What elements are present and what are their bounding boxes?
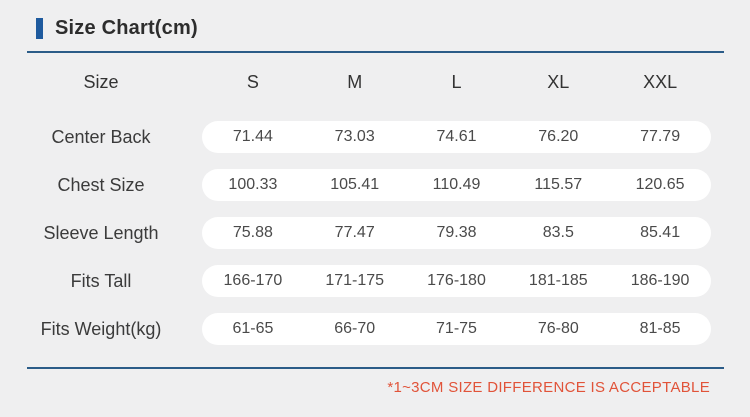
table-row: Fits Weight(kg) 61-65 66-70 71-75 76-80 … (0, 305, 711, 353)
row-values-pill: 166-170 171-175 176-180 181-185 186-190 (202, 265, 711, 297)
value-cell: 85.41 (640, 224, 681, 241)
table-row: Sleeve Length 75.88 77.47 79.38 83.5 85.… (0, 209, 711, 257)
value-cell: 71.44 (232, 128, 273, 145)
value-cell: 166-170 (223, 272, 283, 289)
header-values: S M L XL XXL (202, 62, 711, 102)
value-cell: 77.79 (640, 128, 681, 145)
value-cell: 120.65 (635, 176, 685, 193)
header-divider (27, 51, 724, 53)
section-header: Size Chart(cm) (36, 15, 198, 41)
value-cell: 73.03 (334, 128, 375, 145)
column-header-l: L (451, 72, 462, 92)
value-cell: 76-80 (537, 320, 579, 337)
row-values-pill: 71.44 73.03 74.61 76.20 77.79 (202, 121, 711, 153)
value-cell: 83.5 (542, 224, 574, 241)
row-label-fits-tall: Fits Tall (70, 270, 132, 291)
value-cell: 61-65 (232, 320, 274, 337)
value-cell: 115.57 (534, 176, 583, 193)
column-header-s: S (246, 72, 259, 92)
value-cell: 186-190 (630, 272, 690, 289)
column-header-size: Size (83, 72, 119, 92)
value-cell: 181-185 (528, 272, 588, 289)
value-cell: 105.41 (330, 176, 380, 193)
row-values-pill: 75.88 77.47 79.38 83.5 85.41 (202, 217, 711, 249)
row-label-chest-size: Chest Size (57, 174, 145, 195)
row-label-sleeve-length: Sleeve Length (43, 222, 159, 243)
table-row: Center Back 71.44 73.03 74.61 76.20 77.7… (0, 113, 711, 161)
column-header-m: M (347, 72, 363, 92)
size-table: Size S M L XL XXL Center Back 71.44 73.0… (0, 62, 711, 353)
row-label-fits-weight: Fits Weight(kg) (40, 318, 162, 339)
row-values-pill: 61-65 66-70 71-75 76-80 81-85 (202, 313, 711, 345)
footer-divider (27, 367, 724, 369)
page-title: Size Chart(cm) (55, 16, 198, 39)
value-cell: 76.20 (538, 128, 579, 145)
value-cell: 100.33 (228, 176, 278, 193)
column-header-xxl: XXL (643, 72, 678, 92)
value-cell: 71-75 (436, 320, 477, 337)
row-label-center-back: Center Back (51, 126, 151, 147)
title-accent-bar (36, 17, 43, 39)
row-values-pill: 100.33 105.41 110.49 115.57 120.65 (202, 169, 711, 201)
value-cell: 66-70 (334, 320, 376, 337)
table-header-row: Size S M L XL XXL (0, 62, 711, 102)
table-row: Fits Tall 166-170 171-175 176-180 181-18… (0, 257, 711, 305)
value-cell: 110.49 (432, 176, 481, 193)
value-cell: 81-85 (639, 320, 681, 337)
value-cell: 79.38 (436, 224, 477, 241)
value-cell: 75.88 (232, 224, 273, 241)
value-cell: 74.61 (436, 128, 477, 145)
value-cell: 77.47 (334, 224, 375, 241)
table-row: Chest Size 100.33 105.41 110.49 115.57 1… (0, 161, 711, 209)
value-cell: 176-180 (427, 272, 486, 289)
value-cell: 171-175 (325, 272, 385, 289)
size-difference-note: *1~3CM SIZE DIFFERENCE IS ACCEPTABLE (387, 379, 710, 396)
column-header-xl: XL (547, 72, 570, 92)
